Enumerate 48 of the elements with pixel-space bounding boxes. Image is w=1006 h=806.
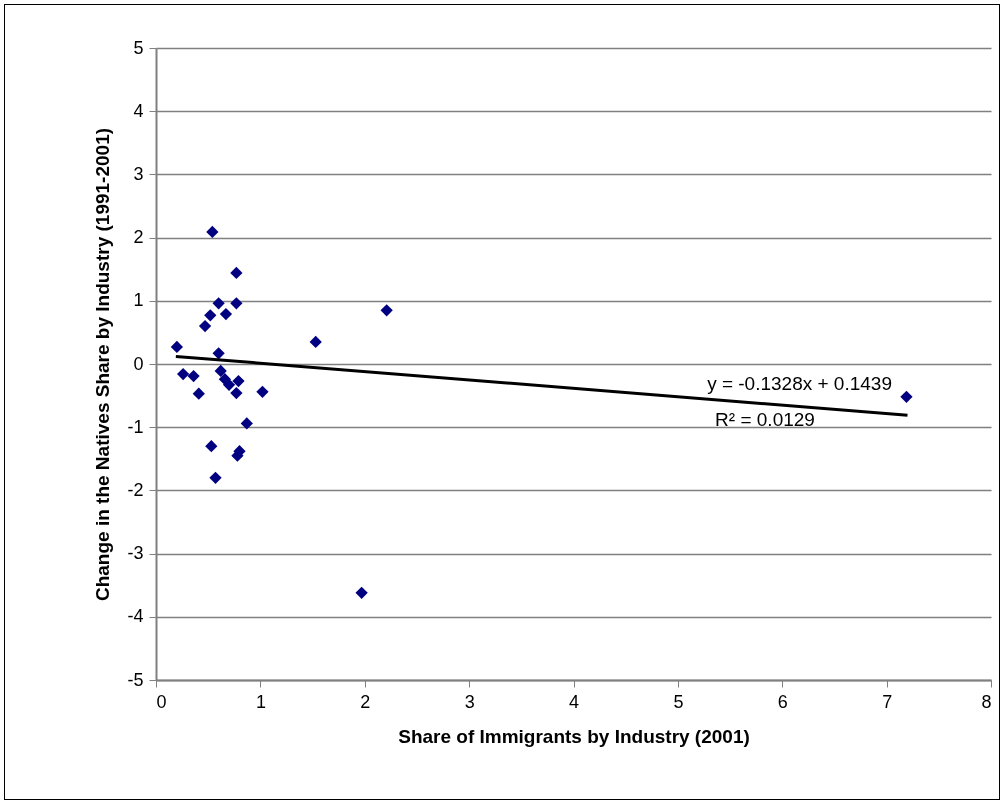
point [170,340,183,354]
x-tick-label: 5 [673,691,684,712]
point [205,440,218,453]
point [355,586,368,599]
y-tick-label: -2 [127,479,144,500]
point [212,347,225,360]
y-tick-label: 4 [133,100,144,121]
point [230,386,243,400]
point [219,307,233,321]
y-tick-label: 0 [133,353,144,374]
point [177,367,190,381]
y-tick-label: 3 [133,163,144,184]
x-tick-label: 8 [981,691,992,712]
x-tick-label: 3 [464,691,475,712]
point [222,378,236,391]
x-tick-label: 0 [156,691,167,712]
point [240,417,253,430]
y-tick-label: -1 [127,416,144,437]
y-tick-label: -3 [127,543,144,564]
point [232,374,245,388]
y-axis-title: Change in the Natives Share by Industry (1991-2001) [92,127,114,602]
point [204,309,217,322]
point [209,471,222,484]
x-tick-label: 1 [255,691,266,712]
point [212,297,225,310]
point [198,319,212,333]
y-tick-label: 5 [133,37,144,58]
x-tick-label: 6 [777,691,788,712]
y-tick-label: -5 [127,669,144,690]
point [900,390,913,403]
annotation: R² = 0.0129 [715,409,815,430]
point [187,369,200,383]
x-tick-label: 4 [568,691,580,712]
y-tick-label: 1 [133,290,144,311]
point [230,297,243,310]
y-tick-label: 2 [133,227,144,248]
point [214,364,227,378]
point [309,335,322,348]
x-axis-title: Share of Immigrants by Industry (2001) [398,725,750,747]
x-tick-label: 7 [882,691,893,712]
point [192,387,205,400]
point [256,385,269,398]
y-tick-label: -4 [127,606,144,627]
annotation: y = -0.1328x + 0.1439 [707,373,892,394]
x-tick-label: 2 [360,691,371,712]
point [380,304,393,317]
point [230,266,243,280]
point [206,225,219,239]
